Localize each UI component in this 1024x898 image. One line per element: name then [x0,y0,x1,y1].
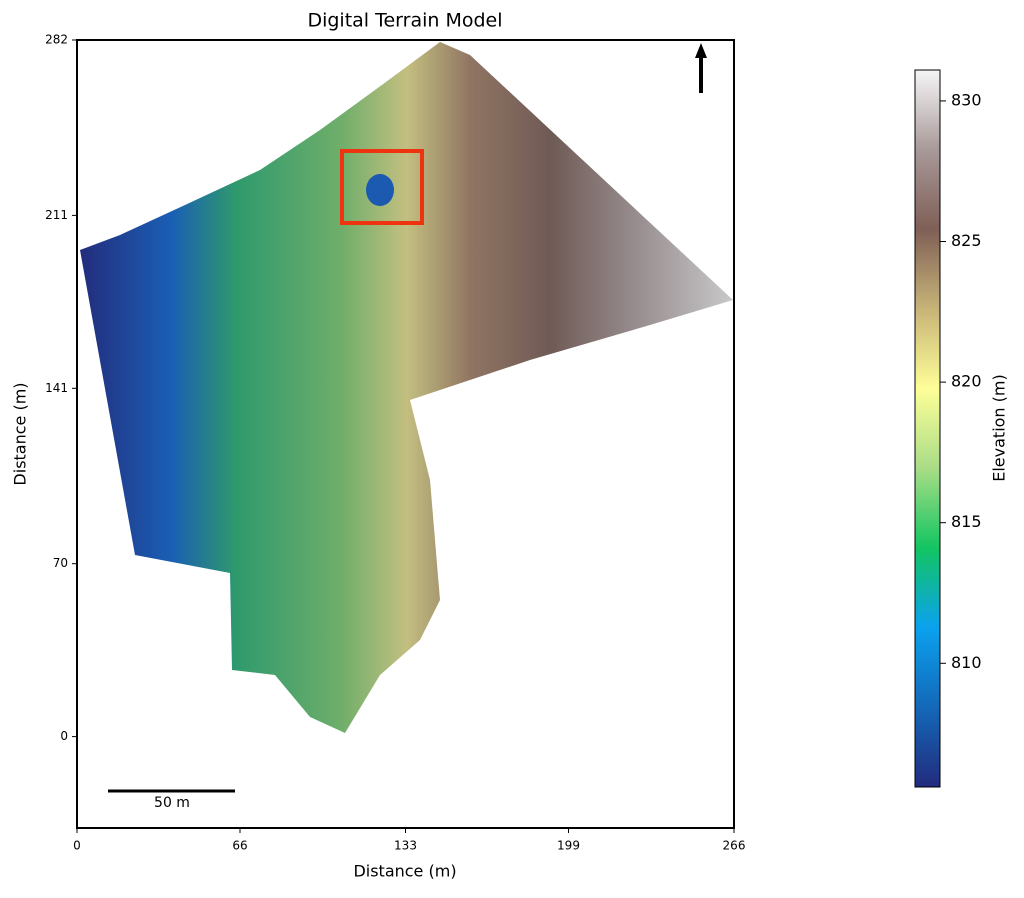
y-tick-label: 282 [45,33,68,47]
y-tick-label: 141 [45,381,68,395]
scale-bar-label: 50 m [154,795,190,811]
y-tick-label: 0 [60,729,68,743]
x-axis-label: Distance (m) [353,862,456,881]
x-tick-label: 199 [557,839,580,853]
x-tick-label: 266 [723,839,746,853]
x-tick-label: 66 [232,839,247,853]
y-axis-label: Distance (m) [11,382,30,485]
x-tick-label: 133 [394,839,417,853]
colorbar [914,69,941,788]
x-tick-label: 0 [73,839,81,853]
crater [366,174,394,206]
colorbar-tick-label: 830 [951,90,982,109]
colorbar-tick-label: 825 [951,231,982,250]
y-tick-label: 211 [45,208,68,222]
colorbar-tick-label: 810 [951,653,982,672]
chart-title: Digital Terrain Model [307,10,502,32]
north-arrow [695,43,707,93]
colorbar-tick-label: 820 [951,372,982,391]
highlight-box [340,149,424,225]
terrain-surface [80,42,733,733]
colorbar-label: Elevation (m) [990,374,1009,481]
colorbar-tick-label: 815 [951,512,982,531]
y-tick-label: 70 [53,556,68,570]
